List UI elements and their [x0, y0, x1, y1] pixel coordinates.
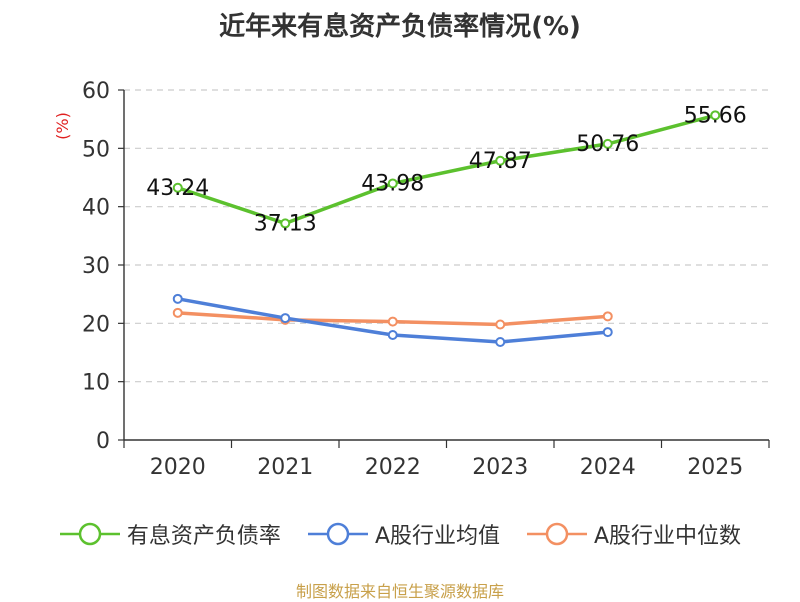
x-tick-label: 2020	[150, 455, 206, 480]
chart-title: 近年来有息资产负债率情况(%)	[219, 12, 581, 42]
legend: 有息资产负债率 A股行业均值 A股行业中位数	[0, 518, 800, 550]
data-label: 43.24	[146, 176, 209, 201]
data-label: 55.66	[684, 103, 747, 128]
data-point	[602, 311, 613, 322]
data-point	[280, 313, 291, 324]
legend-item[interactable]: A股行业中位数	[526, 518, 741, 550]
legend-line-circle-icon	[527, 522, 587, 546]
y-tick-label: 50	[82, 137, 110, 162]
x-tick-label: 2022	[365, 455, 421, 480]
series-line	[177, 113, 716, 226]
legend-label: 有息资产负债率	[126, 524, 281, 549]
y-tick-label: 20	[82, 312, 110, 337]
data-point	[495, 155, 506, 166]
y-tick-label: 60	[82, 79, 110, 104]
x-tick-label: 2023	[472, 455, 528, 480]
data-point	[280, 218, 291, 229]
legend-label: A股行业均值	[374, 524, 500, 549]
legend-line-circle-icon	[59, 522, 120, 546]
legend-line-circle-icon	[307, 522, 368, 546]
data-point	[710, 110, 721, 121]
data-label: 50.76	[576, 132, 639, 157]
y-tick-label: 10	[82, 371, 110, 396]
data-point	[172, 182, 183, 193]
data-point	[387, 316, 398, 327]
legend-item[interactable]: 有息资产负债率	[59, 518, 281, 550]
x-tick-label: 2024	[580, 455, 636, 480]
data-point	[602, 327, 613, 338]
legend-label: A股行业中位数	[594, 524, 742, 549]
data-point	[387, 178, 398, 189]
y-tick-label: 0	[96, 429, 110, 454]
data-point	[172, 307, 183, 318]
y-tick-label: 40	[82, 196, 110, 221]
x-tick-label: 2025	[687, 455, 743, 480]
data-point	[495, 319, 506, 330]
data-point	[387, 330, 398, 340]
y-axis-label: (%)	[53, 112, 72, 140]
data-point	[602, 138, 613, 149]
data-label: 47.87	[469, 149, 532, 174]
data-point	[172, 293, 183, 304]
x-tick-label: 2021	[257, 455, 313, 480]
legend-item[interactable]: A股行业均值	[307, 518, 500, 550]
y-tick-label: 30	[82, 254, 110, 279]
data-label: 37.13	[254, 211, 317, 236]
data-label: 43.98	[361, 171, 424, 196]
data-point	[495, 337, 506, 347]
source-note: 制图数据来自恒生聚源数据库	[295, 582, 504, 601]
